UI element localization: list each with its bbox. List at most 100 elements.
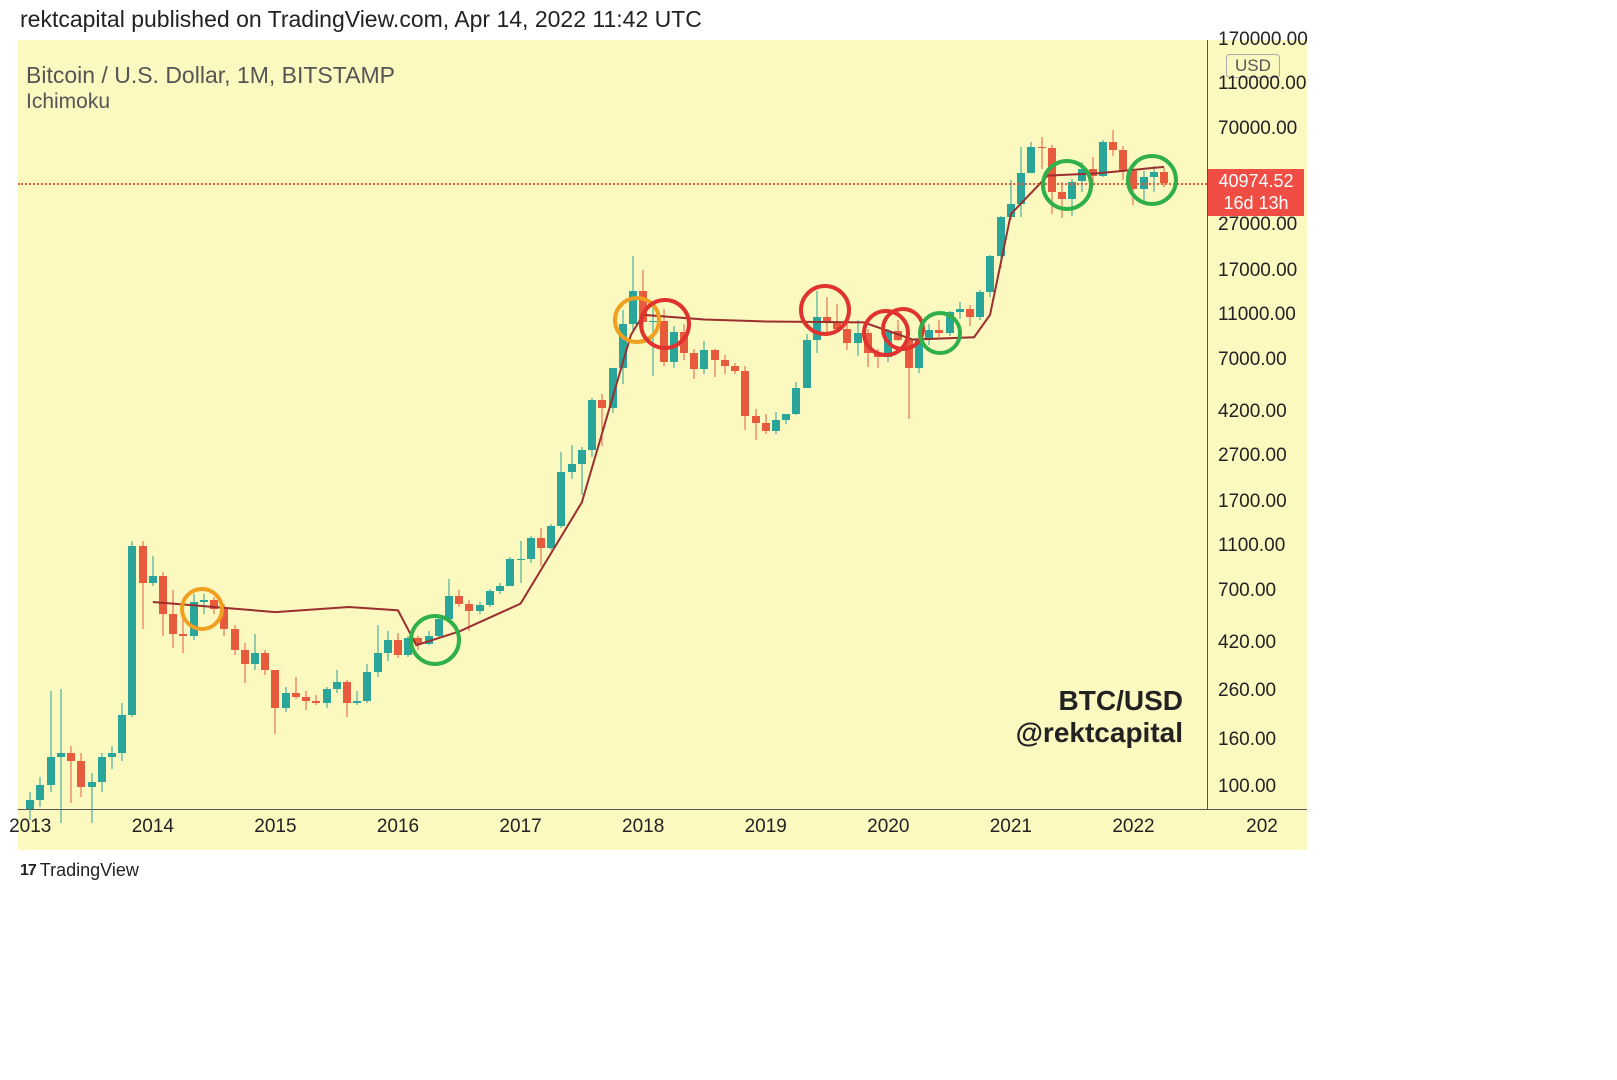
y-tick: 700.00 [1218, 580, 1276, 602]
candle [425, 40, 433, 810]
candle [302, 40, 310, 810]
annotation-circle [409, 614, 461, 666]
candle [639, 40, 647, 810]
chart-watermark: BTC/USD @rektcapital [1016, 685, 1183, 749]
candle [915, 40, 923, 810]
candle [128, 40, 136, 810]
y-tick: 170000.00 [1218, 29, 1308, 51]
candle [874, 40, 882, 810]
candle [741, 40, 749, 810]
candle [997, 40, 1005, 810]
candle [486, 40, 494, 810]
annotation-circle [799, 284, 851, 336]
x-tick: 2016 [377, 816, 419, 838]
candle [353, 40, 361, 810]
candle [833, 40, 841, 810]
y-tick: 420.00 [1218, 632, 1276, 654]
y-tick: 4200.00 [1218, 401, 1287, 423]
candle [455, 40, 463, 810]
candle [149, 40, 157, 810]
candle [670, 40, 678, 810]
current-price-line [18, 183, 1207, 185]
candle [578, 40, 586, 810]
candle [67, 40, 75, 810]
x-tick: 2018 [622, 816, 664, 838]
candle [179, 40, 187, 810]
candle [894, 40, 902, 810]
candle [98, 40, 106, 810]
watermark-pair: BTC/USD [1016, 685, 1183, 717]
y-tick: 2700.00 [1218, 445, 1287, 467]
candle [557, 40, 565, 810]
candle [823, 40, 831, 810]
candle [414, 40, 422, 810]
x-axis[interactable]: 2013201420152016201720182019202020212022… [18, 810, 1307, 850]
candle [271, 40, 279, 810]
candle [619, 40, 627, 810]
tradingview-brand: TradingView [40, 860, 139, 881]
candle [374, 40, 382, 810]
candle [864, 40, 872, 810]
candle [946, 40, 954, 810]
candle [905, 40, 913, 810]
candle [363, 40, 371, 810]
candle [598, 40, 606, 810]
candle [496, 40, 504, 810]
x-tick: 2014 [132, 816, 174, 838]
candle [47, 40, 55, 810]
candle [1007, 40, 1015, 810]
y-tick: 1100.00 [1218, 535, 1285, 557]
x-tick: 2021 [990, 816, 1032, 838]
y-tick: 27000.00 [1218, 214, 1297, 236]
candle [169, 40, 177, 810]
candle [139, 40, 147, 810]
annotation-circle [918, 311, 962, 355]
y-tick: 100.00 [1218, 776, 1276, 798]
watermark-handle: @rektcapital [1016, 717, 1183, 749]
publish-header: rektcapital published on TradingView.com… [20, 6, 702, 33]
candle [813, 40, 821, 810]
candle [854, 40, 862, 810]
candle [935, 40, 943, 810]
x-tick: 2019 [745, 816, 787, 838]
candle [772, 40, 780, 810]
candle [465, 40, 473, 810]
candle [711, 40, 719, 810]
candle [762, 40, 770, 810]
y-tick: 70000.00 [1218, 118, 1297, 140]
x-tick: 202 [1246, 816, 1278, 838]
x-tick: 2022 [1112, 816, 1154, 838]
candle [292, 40, 300, 810]
candle [282, 40, 290, 810]
candle [517, 40, 525, 810]
candle [394, 40, 402, 810]
candle [690, 40, 698, 810]
y-tick: 260.00 [1218, 680, 1276, 702]
candle [88, 40, 96, 810]
candle [884, 40, 892, 810]
y-axis[interactable]: USD 170000.00110000.0070000.0027000.0017… [1207, 40, 1307, 810]
candle [843, 40, 851, 810]
y-tick: 7000.00 [1218, 349, 1287, 371]
candle [966, 40, 974, 810]
tradingview-logo-icon: 17 [20, 862, 36, 880]
candle [333, 40, 341, 810]
annotation-circle [1126, 154, 1178, 206]
candle [700, 40, 708, 810]
candle [210, 40, 218, 810]
candle [190, 40, 198, 810]
candle [323, 40, 331, 810]
y-tick: 11000.00 [1218, 304, 1296, 326]
candle [731, 40, 739, 810]
annotation-circle [180, 587, 224, 631]
x-tick: 2017 [499, 816, 541, 838]
candle [609, 40, 617, 810]
candle [36, 40, 44, 810]
candle [200, 40, 208, 810]
candle [312, 40, 320, 810]
chart-plot-area[interactable]: Bitcoin / U.S. Dollar, 1M, BITSTAMP Ichi… [18, 40, 1207, 810]
candle [925, 40, 933, 810]
candle [752, 40, 760, 810]
candle [220, 40, 228, 810]
candle [404, 40, 412, 810]
